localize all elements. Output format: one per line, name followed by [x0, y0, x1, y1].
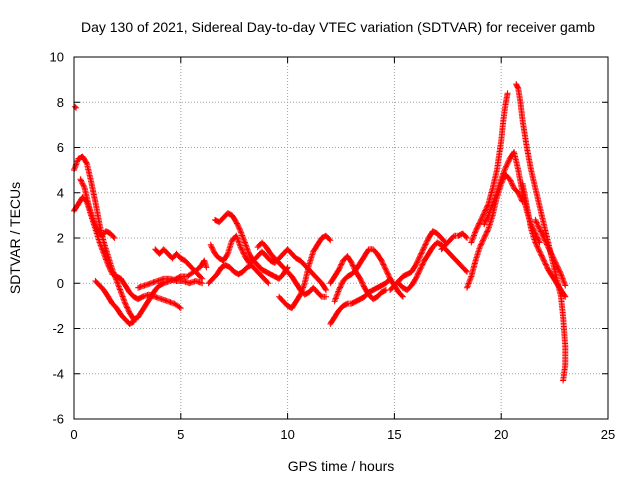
- y-tick-label: 0: [57, 276, 64, 291]
- y-axis-label: SDTVAR / TECUs: [7, 182, 23, 294]
- series-track-k: [276, 232, 334, 312]
- series-markers: [276, 232, 334, 312]
- x-tick-label: 10: [280, 427, 294, 442]
- series-markers: [327, 275, 394, 327]
- series-track-l: [327, 275, 394, 327]
- series-markers: [327, 253, 389, 303]
- series-track-n: [331, 246, 406, 305]
- series-markers: [205, 262, 272, 287]
- series-track-d: [92, 278, 137, 327]
- y-tick-label: -6: [52, 412, 64, 427]
- series-track-m: [327, 253, 389, 303]
- series-track-w: [532, 216, 569, 289]
- x-tick-label: 15: [387, 427, 401, 442]
- axis-ticks: 0 5 10 15 20 25 -6 -4 -2 0 2 4 6 8 10: [50, 50, 616, 443]
- y-tick-label: 4: [57, 185, 64, 200]
- series-markers: [254, 239, 329, 300]
- series-markers: [387, 228, 449, 293]
- y-tick-label: -2: [52, 321, 64, 336]
- x-tick-label: 25: [601, 427, 615, 442]
- series-markers: [532, 216, 569, 289]
- y-tick-label: 6: [57, 140, 64, 155]
- x-tick-label: 0: [70, 427, 77, 442]
- series-markers: [331, 246, 406, 305]
- x-tick-label: 5: [177, 427, 184, 442]
- series-track-u: [513, 81, 569, 384]
- plot-border: [73, 56, 609, 420]
- series-markers: [77, 176, 118, 241]
- series-track-q: [438, 230, 470, 253]
- series-track-i: [212, 210, 291, 282]
- data-points: [71, 81, 569, 384]
- x-axis-label: GPS time / hours: [288, 458, 395, 474]
- series-markers: [72, 103, 80, 111]
- series-markers: [468, 90, 511, 246]
- series-markers: [395, 239, 470, 293]
- series-track-p: [395, 239, 470, 293]
- series-track-g: [205, 262, 272, 287]
- y-tick-label: -4: [52, 366, 64, 381]
- series-markers: [135, 275, 206, 291]
- series-markers: [519, 180, 569, 300]
- series-track-c: [77, 176, 118, 241]
- series-track-j: [254, 239, 329, 300]
- series-track-o: [387, 228, 449, 293]
- series-markers: [92, 278, 137, 327]
- series-markers: [438, 230, 470, 253]
- y-tick-label: 10: [50, 50, 64, 65]
- series-track-f: [135, 275, 206, 291]
- series-track-v: [519, 180, 569, 300]
- series-track-e: [152, 246, 206, 282]
- y-tick-label: 2: [57, 231, 64, 246]
- y-tick-label: 8: [57, 95, 64, 110]
- series-markers: [513, 81, 569, 384]
- series-markers: [152, 246, 206, 282]
- grid-lines: [74, 57, 608, 419]
- series-track-s: [468, 90, 511, 246]
- chart-title: Day 130 of 2021, Sidereal Day-to-day VTE…: [81, 19, 595, 35]
- series-markers: [212, 210, 291, 282]
- x-tick-label: 20: [494, 427, 508, 442]
- series-outlier: [72, 103, 80, 111]
